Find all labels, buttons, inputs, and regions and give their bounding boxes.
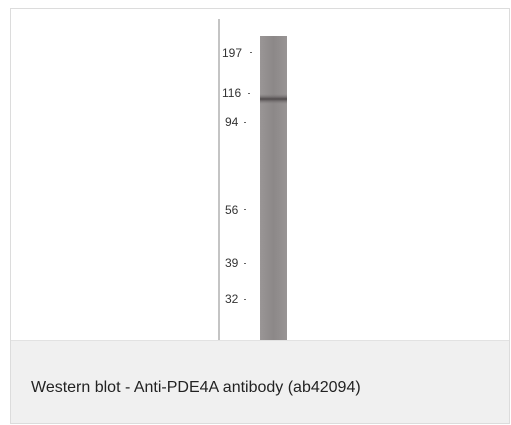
- marker-label-56: 56: [225, 203, 239, 217]
- image-caption: Western blot - Anti-PDE4A antibody (ab42…: [31, 379, 361, 396]
- marker-tick: [244, 209, 246, 210]
- western-blot-figure[interactable]: 197 116 94 56 39 32: [11, 9, 509, 340]
- marker-tick: [248, 93, 250, 94]
- marker-label-197: 197: [222, 46, 242, 60]
- marker-label-116: 116: [222, 86, 241, 100]
- western-blot-image: 197 116 94 56 39 32: [218, 19, 287, 340]
- marker-tick: [250, 52, 252, 53]
- marker-label-94: 94: [225, 115, 239, 129]
- marker-tick: [244, 122, 246, 123]
- marker-label-39: 39: [225, 256, 239, 270]
- blot-lane: [260, 36, 287, 340]
- marker-tick: [244, 263, 246, 264]
- image-card: 197 116 94 56 39 32 Western blot - Anti-…: [10, 8, 510, 424]
- marker-tick: [244, 299, 246, 300]
- protein-band: [260, 94, 287, 104]
- marker-label-32: 32: [225, 292, 239, 306]
- caption-area: Western blot - Anti-PDE4A antibody (ab42…: [11, 340, 509, 423]
- axis-line: [218, 19, 220, 340]
